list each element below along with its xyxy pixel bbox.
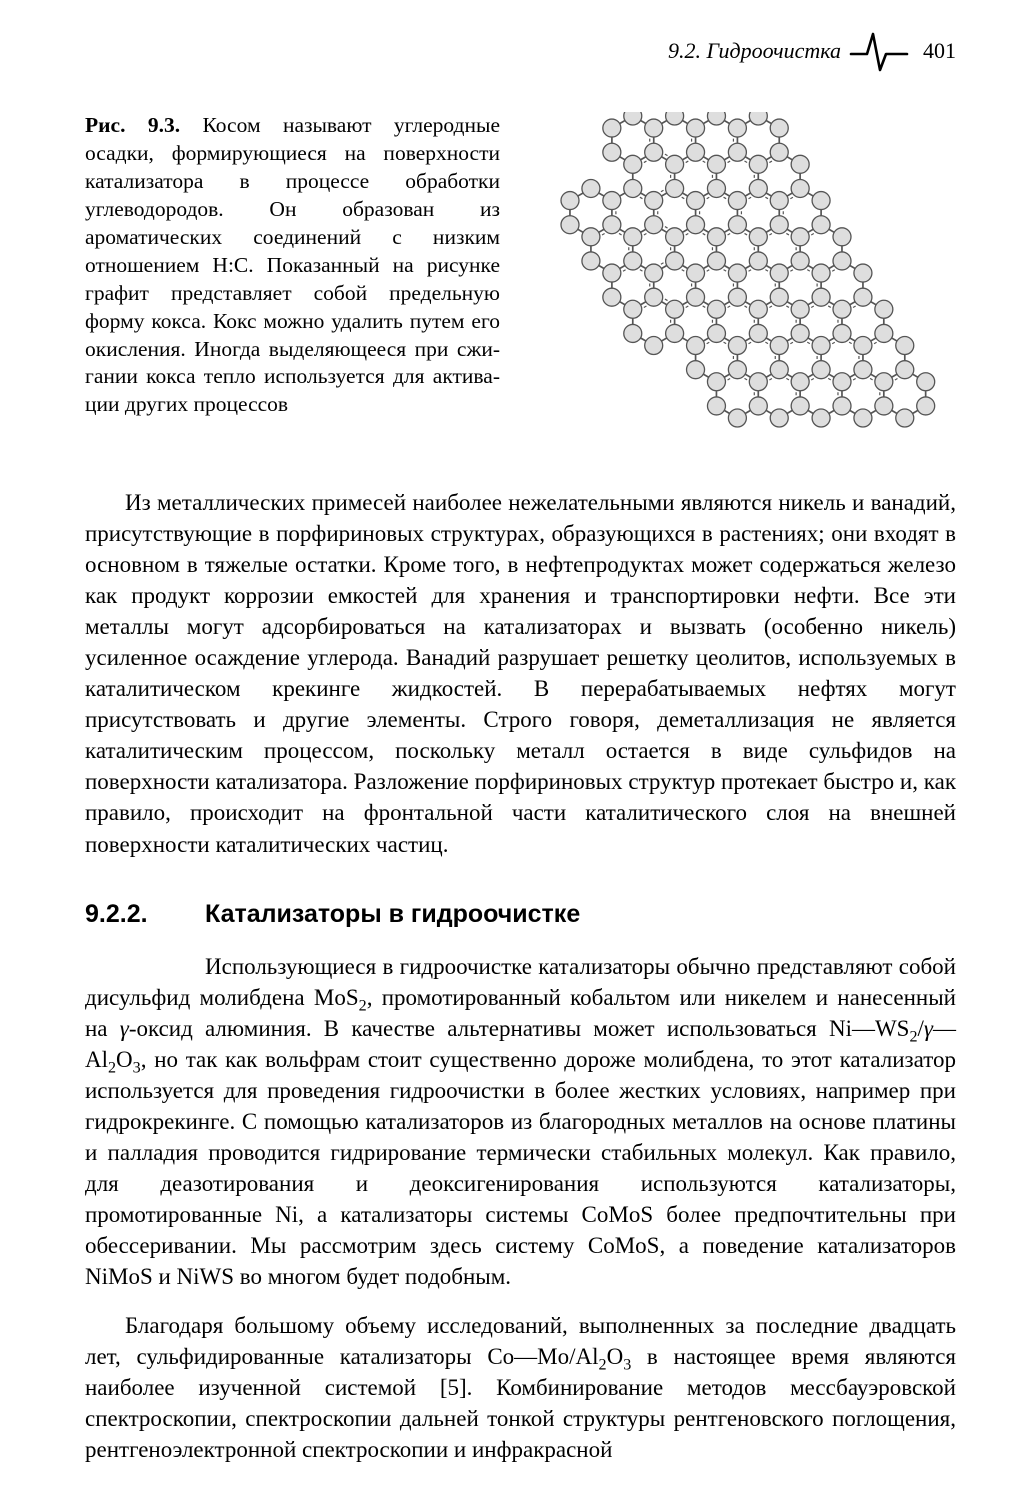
figure-caption-text: Косом называют углеродные осадки, формир… bbox=[85, 113, 500, 416]
page-number: 401 bbox=[923, 38, 956, 64]
figure-caption: Рис. 9.3. Косом называют углеродные осад… bbox=[85, 112, 500, 419]
honeycomb-svg bbox=[556, 112, 956, 432]
section-paragraph-2: Благодаря большому объему исследований, … bbox=[85, 1310, 956, 1465]
section-p1-lead: Использующиеся в гидроочистке катализато… bbox=[205, 954, 843, 979]
section-number: 9.2.2. bbox=[85, 900, 205, 929]
figure-block: Рис. 9.3. Косом называют углеродные осад… bbox=[85, 112, 956, 437]
figure-diagram bbox=[556, 112, 956, 437]
section-label: 9.2. Гидроочистка bbox=[668, 38, 841, 64]
running-header: 9.2. Гидроочистка 401 bbox=[85, 30, 956, 72]
section-heading: 9.2.2.Катализаторы в гидроочистке bbox=[85, 900, 956, 929]
section-p1-rest: ляют собой дисульфид молибдена MoS2, про… bbox=[85, 954, 956, 1289]
figure-label: Рис. 9.3. bbox=[85, 113, 180, 137]
section-paragraph-1: Использующиеся в гидроочистке катализато… bbox=[85, 951, 956, 1293]
page: 9.2. Гидроочистка 401 Рис. 9.3. Косом на… bbox=[0, 0, 1021, 1500]
pulse-icon bbox=[849, 30, 909, 72]
paragraph-1: Из металлических примесей наиболее нежел… bbox=[85, 487, 956, 860]
section-title: Катализаторы в гидроочистке bbox=[205, 900, 580, 928]
